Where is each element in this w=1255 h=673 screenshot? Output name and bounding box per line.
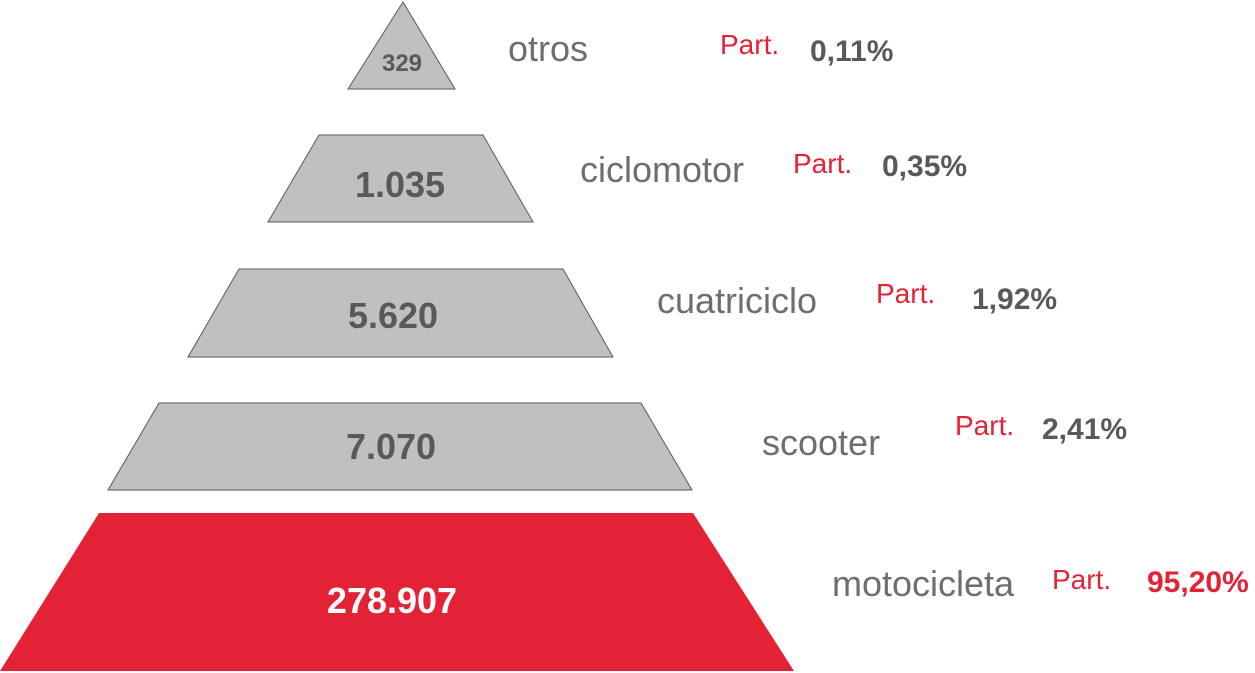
part-label: Part.: [1052, 564, 1111, 595]
tier-shape: [107, 402, 693, 491]
part-label: Part.: [720, 29, 779, 60]
tier-value: 1.035: [355, 164, 445, 205]
pyramid-tier-scooter: 7.070 scooter Part. 2,41%: [107, 402, 1127, 491]
tier-shape: [0, 513, 794, 671]
tier-share-value: 95,20%: [1147, 566, 1249, 599]
tier-category-label: motocicleta: [832, 563, 1015, 604]
pyramid-tier-ciclomotor: 1.035 ciclomotor Part. 0,35%: [267, 134, 967, 223]
tier-value: 5.620: [348, 295, 438, 336]
tier-value: 278.907: [327, 580, 457, 621]
pyramid-tier-cuatriciclo: 5.620 cuatriciclo Part. 1,92%: [187, 268, 1057, 358]
tier-category-label: scooter: [762, 422, 880, 463]
pyramid-tier-otros: 329 otros Part. 0,11%: [347, 1, 893, 90]
tier-value: 7.070: [346, 426, 436, 467]
tier-share-value: 1,92%: [972, 283, 1057, 316]
tier-share-value: 0,35%: [882, 150, 967, 183]
tier-category-label: otros: [508, 28, 588, 69]
pyramid-tier-motocicleta: 278.907 motocicleta Part. 95,20%: [0, 513, 1249, 671]
tier-shape: [187, 268, 614, 358]
part-label: Part.: [955, 410, 1014, 441]
tier-share-value: 2,41%: [1042, 413, 1127, 446]
tier-value: 329: [382, 50, 422, 77]
part-label: Part.: [793, 148, 852, 179]
tier-category-label: ciclomotor: [580, 149, 744, 190]
part-label: Part.: [876, 278, 935, 309]
tier-share-value: 0,11%: [810, 35, 893, 68]
tier-shape: [267, 134, 534, 223]
tier-shape: [347, 1, 456, 90]
tier-category-label: cuatriciclo: [657, 280, 817, 321]
